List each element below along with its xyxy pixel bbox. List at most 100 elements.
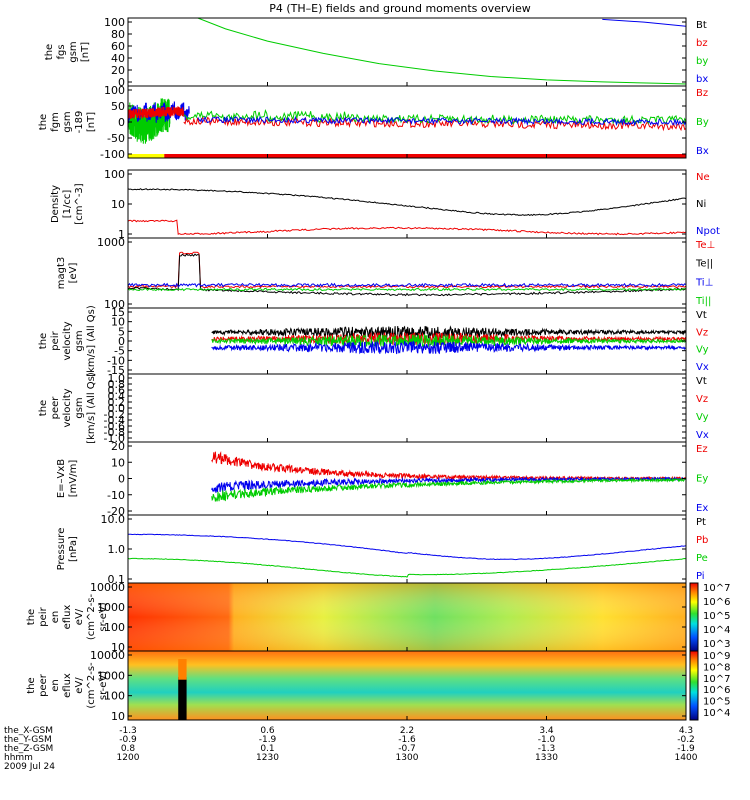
colorbar (689, 582, 699, 652)
ytick-label: -10 (107, 354, 125, 367)
legend-entry: Ne (696, 172, 710, 183)
figure-title: P4 (TH–E) fields and ground moments over… (269, 2, 531, 15)
ytick-label: 20 (111, 64, 125, 77)
xaxis-value: 3.4 (539, 726, 554, 736)
ytick-label: 10 (111, 710, 125, 723)
legend-entry: Ey (696, 474, 708, 485)
ylabel-line: sr-eV) (98, 671, 109, 700)
ytick-label: 1.0 (108, 372, 126, 385)
series-Pe (128, 557, 686, 578)
ylabel-line: the (44, 44, 55, 60)
series-Bz-early (128, 106, 185, 119)
legend-entry: Te|| (695, 259, 713, 270)
legend-entry: Vt (696, 376, 707, 387)
xaxis-value: 1400 (675, 753, 698, 763)
ylabel-line: the (38, 114, 49, 130)
ytick-label: -0.2 (104, 408, 125, 421)
xaxis-date: 2009 Jul 24 (4, 762, 55, 772)
colorbar-label: 10^6 (703, 597, 730, 608)
ytick-label: 0.8 (108, 378, 126, 391)
xaxis-value: -0.2 (677, 735, 695, 745)
ylabel-line: gsm (68, 41, 79, 62)
ylabel-line: velocity (62, 388, 73, 427)
ylabel-line: peir (50, 330, 61, 350)
xaxis-value: 1330 (535, 753, 558, 763)
legend-entry: Vy (696, 412, 709, 423)
legend-entry: Vz (696, 327, 708, 338)
ytick-label: 10.0 (101, 513, 126, 526)
legend-entry: Vx (696, 362, 709, 373)
legend-entry: Te⊥ (695, 240, 715, 251)
xaxis-value: -1.6 (398, 735, 416, 745)
xaxis-value: 0.6 (260, 726, 275, 736)
ytick-label: 0 (118, 116, 125, 129)
xaxis-value: 4.3 (679, 726, 693, 736)
ylabel-line: the (38, 400, 49, 416)
ytick-label: 0.2 (108, 396, 126, 409)
series-Teperp (128, 251, 686, 289)
ytick-label: -1.0 (104, 432, 125, 445)
panel-frame (127, 237, 687, 309)
colorbar-label: 10^7 (703, 674, 730, 685)
ylabel-line: gsm (74, 330, 85, 351)
legend-entry: Pi (696, 571, 705, 582)
xaxis-value: 0.1 (260, 744, 274, 754)
ylabel-line: -189 (74, 111, 85, 134)
series-Tipar (128, 287, 686, 292)
colorbar-label: 10^7 (703, 583, 730, 594)
ylabel-line: peir (38, 606, 49, 626)
ylabel-line: E=–VxB (56, 459, 67, 498)
ytick-label: -0.4 (104, 414, 125, 427)
ytick-label: 50 (111, 100, 125, 113)
xaxis-row-label: the_Z-GSM (4, 744, 53, 754)
ylabel-line: en (50, 611, 61, 624)
ylabel-line: the (26, 609, 37, 625)
ytick-label: 100 (104, 168, 125, 181)
panel-plot-density (128, 188, 686, 236)
xaxis-value: -0.7 (398, 744, 416, 754)
ytick-label: 20 (111, 440, 125, 453)
ylabel-line: (cm^2-s- (86, 662, 97, 709)
ytick-label: -15 (107, 364, 125, 377)
ytick-label: 1.0 (108, 543, 126, 556)
panel-plot-pressure (128, 515, 686, 578)
xaxis-value: -1.0 (538, 735, 556, 745)
spectrogram-gap (178, 677, 187, 720)
mode-bar-red (164, 154, 686, 158)
legend-entry: Ti⊥ (695, 277, 713, 288)
panel-fgm_gsm: 100 50 0 -50 -100 the fgm gsm -189 [nT] Bz By Bx (38, 84, 709, 161)
ylabel-line: eflux (62, 605, 73, 630)
ytick-label: 10 (111, 641, 125, 654)
ytick-label: 15 (111, 306, 125, 319)
legend-entry: Vt (696, 310, 707, 321)
legend-entry: By (696, 117, 709, 128)
ylabel-line: eflux (62, 673, 73, 698)
colorbar-label: 10^9 (703, 651, 730, 662)
ytick-label: 10 (111, 316, 125, 329)
panel-frame (127, 373, 687, 443)
panel-plot-fgm_gsm (128, 98, 686, 144)
ylabel-line: magt3 (56, 257, 67, 290)
ylabel-line: fgm (50, 112, 61, 132)
ytick-label: 0 (118, 473, 125, 486)
panel-peir_en_eflux: 10000 1000 100 10 the peir en eflux eV/(cm^2-s-s… (26, 581, 730, 654)
ylabel-line: fgs (56, 44, 67, 59)
colorbar-label: 10^5 (703, 697, 730, 708)
xaxis-value: -1.3 (119, 726, 137, 736)
legend-entry: Bt (696, 20, 707, 31)
legend-entry: Vy (696, 345, 709, 356)
ytick-label: 0.6 (108, 384, 126, 397)
ytick-label: 1 (118, 228, 125, 241)
series-Ne (128, 219, 686, 236)
ytick-label: -50 (107, 132, 125, 145)
series-Ni (128, 188, 686, 217)
ylabel-line: [cm^-3] (74, 183, 85, 224)
xaxis-value: -1.9 (259, 735, 277, 745)
ylabel-line: [nPa] (68, 536, 79, 562)
ylabel-line: [mV/m] (68, 460, 79, 498)
series-by (197, 18, 686, 85)
panel-frame (127, 514, 687, 584)
ytick-label: 10 (111, 456, 125, 469)
